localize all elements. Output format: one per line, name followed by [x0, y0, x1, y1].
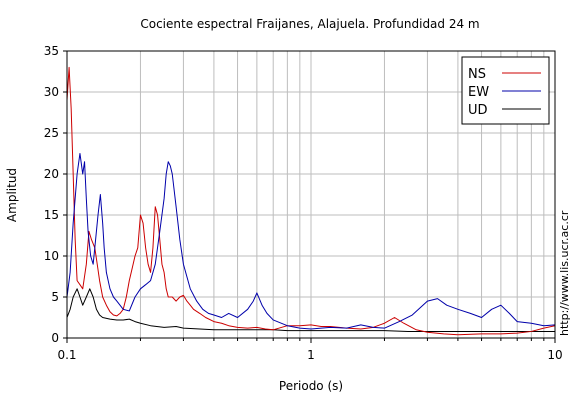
- x-tick-label: 0.1: [57, 348, 76, 362]
- x-tick-label: 1: [307, 348, 315, 362]
- series-line-ns: [67, 66, 555, 336]
- chart-title: Cociente espectral Fraijanes, Alajuela. …: [140, 17, 479, 31]
- y-tick-label: 10: [44, 249, 59, 263]
- series-line-ud: [67, 288, 555, 332]
- source-url: http://www.lis.ucr.ac.cr: [558, 210, 571, 336]
- chart-grid: [67, 51, 555, 338]
- plot-frame: [66, 50, 556, 339]
- y-tick-label: 20: [44, 167, 59, 181]
- legend-label-ud: UD: [468, 103, 488, 118]
- legend-label-ns: NS: [468, 67, 486, 82]
- y-tick-label: 15: [44, 208, 59, 222]
- y-tick-label: 0: [51, 331, 59, 345]
- x-axis-label: Periodo (s): [279, 379, 343, 393]
- y-tick-label: 5: [51, 290, 59, 304]
- chart-legend: NS EW UD: [461, 56, 550, 125]
- chart-ticks: 0 5 10 15 20 25 30 35 0.1 1 10: [44, 44, 563, 362]
- y-tick-label: 35: [44, 44, 59, 58]
- chart-series: [67, 66, 555, 336]
- x-tick-label: 10: [547, 348, 562, 362]
- y-axis-label: Amplitud: [5, 168, 19, 222]
- y-tick-label: 25: [44, 126, 59, 140]
- series-line-ew: [67, 153, 555, 330]
- y-tick-label: 30: [44, 85, 59, 99]
- legend-label-ew: EW: [468, 85, 489, 100]
